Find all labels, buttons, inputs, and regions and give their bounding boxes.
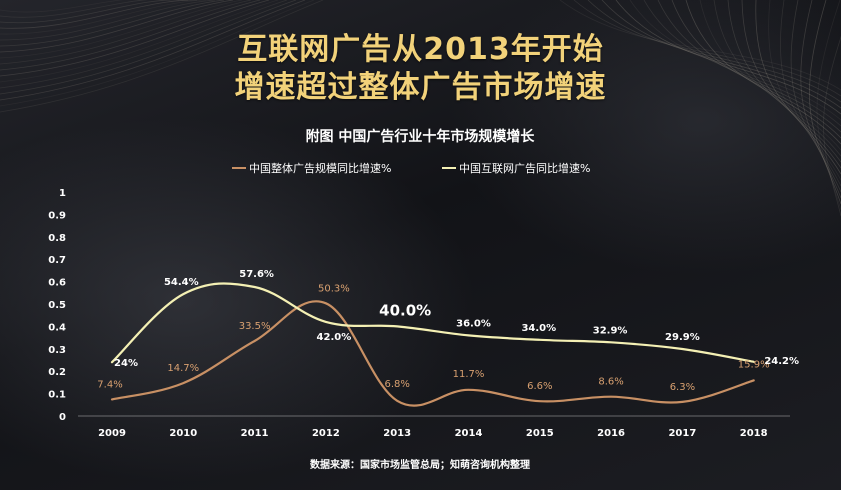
decor-curve bbox=[727, 0, 841, 163]
data-label-total: 6.6% bbox=[527, 381, 552, 392]
data-label-internet: 40.0% bbox=[379, 301, 431, 319]
legend: 中国整体广告规模同比增速% 中国互联网广告同比增速% bbox=[232, 161, 590, 175]
data-label-internet: 24.2% bbox=[764, 356, 799, 367]
x-tick-label: 2018 bbox=[740, 428, 768, 439]
data-labels: 7.4% 14.7% 33.5% 50.3% 6.8% 11.7% 6.6% 8.6% 6.3%… bbox=[97, 269, 799, 393]
decor-curve bbox=[573, 0, 841, 97]
y-tick-label: 0 bbox=[59, 412, 66, 423]
title-line-1: 互联网广告从2013年开始 bbox=[237, 32, 604, 67]
x-tick-label: 2012 bbox=[312, 428, 340, 439]
x-tick-label: 2011 bbox=[241, 428, 269, 439]
decor-curve bbox=[657, 0, 841, 133]
decor-curve bbox=[0, 0, 188, 24]
y-tick-label: 0.3 bbox=[48, 345, 66, 356]
y-tick-label: 0.4 bbox=[48, 322, 66, 333]
decor-curve bbox=[0, 0, 270, 77]
decor-curve bbox=[0, 0, 234, 53]
data-label-total: 50.3% bbox=[318, 283, 350, 294]
series-line-internet bbox=[110, 282, 755, 364]
decor-curve bbox=[601, 0, 841, 109]
decor-curve bbox=[0, 0, 216, 41]
decor-curve bbox=[809, 0, 841, 205]
y-tick-label: 0.6 bbox=[48, 278, 66, 289]
y-tick-label: 0.9 bbox=[48, 210, 66, 221]
y-tick-label: 0.8 bbox=[48, 233, 66, 244]
decor-curve bbox=[800, 0, 841, 199]
decor-curve bbox=[0, 0, 315, 107]
decor-curve bbox=[685, 0, 841, 145]
y-axis: 0 0.1 0.2 0.3 0.4 0.5 0.6 0.7 0.8 0.9 1 bbox=[48, 188, 66, 423]
decor-curve bbox=[559, 0, 841, 91]
data-label-internet: 32.9% bbox=[593, 325, 628, 336]
data-label-internet: 36.0% bbox=[456, 318, 491, 329]
decor-curve bbox=[768, 0, 841, 181]
decor-curve bbox=[713, 0, 841, 157]
decor-curve bbox=[0, 0, 197, 29]
chart-title: 附图 中国广告行业十年市场规模增长 bbox=[306, 128, 536, 145]
title-line-2: 增速超过整体广告市场增速 bbox=[234, 70, 607, 105]
decor-curve bbox=[0, 0, 261, 71]
x-tick-label: 2009 bbox=[98, 428, 126, 439]
x-tick-label: 2014 bbox=[455, 428, 483, 439]
data-label-internet: 29.9% bbox=[665, 332, 700, 343]
decor-curve bbox=[823, 35, 841, 217]
x-tick-label: 2013 bbox=[383, 428, 411, 439]
data-label-total: 6.3% bbox=[670, 382, 695, 393]
decor-curve bbox=[699, 0, 841, 151]
data-label-total: 11.7% bbox=[453, 369, 485, 380]
y-tick-label: 0.1 bbox=[48, 390, 66, 401]
x-axis: 2009 2010 2011 2012 2013 2014 2015 2016 2017 2018 bbox=[78, 415, 790, 439]
decor-curve bbox=[0, 0, 170, 13]
y-tick-label: 0.5 bbox=[48, 300, 66, 311]
decor-curve bbox=[0, 0, 324, 113]
decor-curve bbox=[0, 0, 279, 83]
data-label-internet: 54.4% bbox=[164, 277, 199, 288]
decor-curve bbox=[0, 0, 207, 35]
decor-curve bbox=[755, 0, 841, 175]
data-label-total: 6.8% bbox=[384, 379, 409, 390]
data-label-internet: 42.0% bbox=[317, 332, 352, 343]
legend-total-label: 中国整体广告规模同比增速% bbox=[249, 161, 391, 175]
data-label-internet: 34.0% bbox=[521, 323, 556, 334]
decor-curve bbox=[629, 0, 841, 121]
x-tick-label: 2010 bbox=[169, 428, 197, 439]
data-label-total: 8.6% bbox=[598, 377, 623, 388]
decor-curve bbox=[780, 0, 841, 187]
data-label-total: 14.7% bbox=[167, 363, 199, 374]
data-label-total: 7.4% bbox=[97, 379, 122, 390]
y-tick-label: 0.2 bbox=[48, 367, 66, 378]
x-tick-label: 2017 bbox=[668, 428, 696, 439]
decor-curve bbox=[0, 0, 306, 101]
decor-curve bbox=[0, 0, 252, 65]
data-label-total: 33.5% bbox=[239, 321, 271, 332]
decor-curve bbox=[615, 0, 841, 115]
legend-internet-label: 中国互联网广告同比增速% bbox=[459, 161, 590, 175]
source-note: 数据来源：国家市场监管总局；知萌咨询机构整理 bbox=[310, 458, 530, 471]
decor-curve bbox=[0, 0, 179, 18]
decor-curve bbox=[587, 0, 841, 103]
data-label-internet: 24% bbox=[114, 358, 138, 369]
decor-curve bbox=[0, 0, 225, 47]
decor-curve bbox=[741, 0, 841, 169]
series-line-total bbox=[110, 300, 755, 407]
x-tick-label: 2016 bbox=[597, 428, 625, 439]
decor-curve bbox=[643, 0, 841, 127]
decor-curve bbox=[0, 0, 297, 95]
decor-curve bbox=[0, 0, 243, 59]
decor-curve bbox=[671, 0, 841, 139]
decor-curve bbox=[816, 0, 841, 211]
decor-curve bbox=[0, 0, 288, 89]
data-label-internet: 57.6% bbox=[239, 269, 274, 280]
decor-curve bbox=[790, 0, 841, 193]
series-lines bbox=[110, 282, 755, 407]
y-tick-label: 0.7 bbox=[48, 255, 66, 266]
data-label-total: 15.9% bbox=[738, 359, 770, 370]
x-tick-label: 2015 bbox=[526, 428, 554, 439]
y-tick-label: 1 bbox=[59, 188, 66, 199]
